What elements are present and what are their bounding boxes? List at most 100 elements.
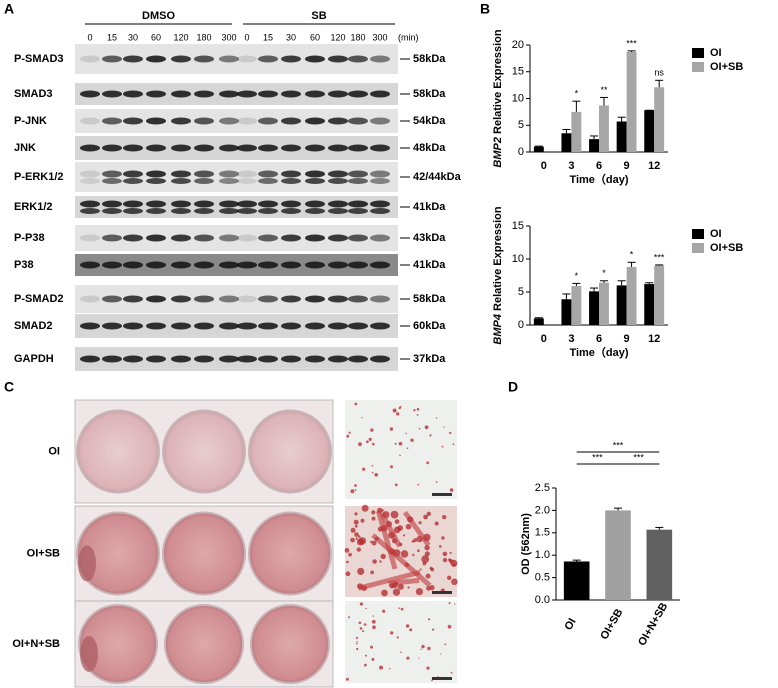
blot-band xyxy=(281,295,301,303)
blot-band xyxy=(370,322,390,330)
micrograph-dot xyxy=(357,567,365,576)
micrograph-dot xyxy=(360,518,365,523)
micrograph-dot xyxy=(346,560,349,564)
micrograph-dot xyxy=(418,521,422,525)
bar xyxy=(616,285,627,325)
micrograph-dot xyxy=(371,540,377,546)
micrograph-dot xyxy=(426,666,430,670)
bar xyxy=(533,146,544,152)
blot-band xyxy=(348,355,368,363)
y-tick-label: 2.0 xyxy=(535,504,550,516)
micrograph-dot xyxy=(396,412,400,416)
micrograph-dot xyxy=(444,643,447,646)
micrograph-dot xyxy=(448,558,451,562)
bar xyxy=(654,265,665,325)
micrograph-dot xyxy=(416,408,420,411)
micrograph-dot xyxy=(392,588,401,596)
x-tick-label: 9 xyxy=(624,333,630,345)
blot-band xyxy=(194,355,214,363)
blot-band xyxy=(146,295,166,303)
panel-label: A xyxy=(4,1,14,17)
blot-band xyxy=(194,178,214,184)
blot-band xyxy=(237,295,257,303)
micrograph-dot xyxy=(398,441,403,446)
micrograph-dot xyxy=(405,624,410,628)
blot-band xyxy=(219,90,239,98)
micrograph-dot xyxy=(442,551,448,557)
blot-band xyxy=(102,200,122,208)
micrograph-dot xyxy=(372,442,375,446)
blot-band xyxy=(328,295,348,303)
micrograph xyxy=(345,601,457,683)
blot-band xyxy=(348,295,368,303)
micrograph-dot xyxy=(410,438,414,442)
scale-bar xyxy=(432,677,452,680)
x-tick-label: 0 xyxy=(541,333,547,345)
blot-band xyxy=(80,234,100,242)
y-tick-label: 1.5 xyxy=(535,527,550,539)
bar xyxy=(561,299,572,325)
blot-band xyxy=(305,322,325,330)
y-axis-title: BMP4 Relative Expression xyxy=(492,206,504,344)
blot-band xyxy=(237,208,257,214)
protein-label: ERK1/2 xyxy=(14,201,53,213)
blot-band xyxy=(171,117,191,125)
blot-band xyxy=(80,322,100,330)
protein-label: P38 xyxy=(14,259,34,271)
micrograph-dot xyxy=(353,519,359,525)
micrograph-dot xyxy=(370,645,373,649)
micrograph-dot xyxy=(359,602,363,606)
blot-band xyxy=(328,322,348,330)
significance-label: * xyxy=(602,268,606,278)
blot-band xyxy=(237,355,257,363)
blot-band xyxy=(102,355,122,363)
x-tick-label: 3 xyxy=(568,333,574,345)
blot-band xyxy=(281,322,301,330)
blot-band xyxy=(328,200,348,208)
blot-band xyxy=(194,55,214,63)
protein-label: P-SMAD3 xyxy=(14,53,64,65)
blot-band xyxy=(80,144,100,152)
y-axis-gene: BMP4 xyxy=(492,314,504,345)
y-axis-text: OD (562nm) xyxy=(520,513,532,575)
time-label: 120 xyxy=(330,32,345,42)
blot-band xyxy=(171,261,191,269)
blot-band xyxy=(305,90,325,98)
scale-bar xyxy=(432,591,452,594)
micrograph-dot xyxy=(409,628,413,632)
micrograph-dot xyxy=(346,434,350,438)
blot-band xyxy=(328,55,348,63)
blot-band xyxy=(237,200,257,208)
blot-band xyxy=(194,295,214,303)
blot-band xyxy=(281,170,301,178)
blot-band xyxy=(102,295,122,303)
micrograph-dot xyxy=(406,656,410,660)
micrograph-streak xyxy=(402,510,431,547)
blot-band xyxy=(370,170,390,178)
time-label: 300 xyxy=(372,32,387,42)
micrograph-dot xyxy=(364,663,367,667)
micrograph-dot xyxy=(365,607,367,610)
micrograph-streak xyxy=(371,533,432,588)
protein-label: P-JNK xyxy=(14,115,47,127)
blot-band xyxy=(370,200,390,208)
plate-spot xyxy=(80,636,98,672)
micrograph-dot xyxy=(371,465,374,467)
blot-band xyxy=(281,90,301,98)
micrograph-dot xyxy=(452,563,456,567)
blot-strip xyxy=(75,196,398,218)
significance-label: * xyxy=(630,250,634,260)
time-label: 0 xyxy=(87,32,92,42)
plate-well xyxy=(248,511,332,596)
blot-band xyxy=(305,117,325,125)
bar xyxy=(654,87,665,152)
blot-band xyxy=(237,117,257,125)
y-tick-label: 15 xyxy=(512,220,524,232)
blot-band xyxy=(258,178,278,184)
y-tick-label: 5 xyxy=(518,119,524,131)
micrograph-dot xyxy=(447,624,452,629)
scale-bar xyxy=(432,493,452,496)
blot-band xyxy=(123,144,143,152)
micrograph-dot xyxy=(399,454,401,457)
group-label: DMSO xyxy=(142,10,175,22)
